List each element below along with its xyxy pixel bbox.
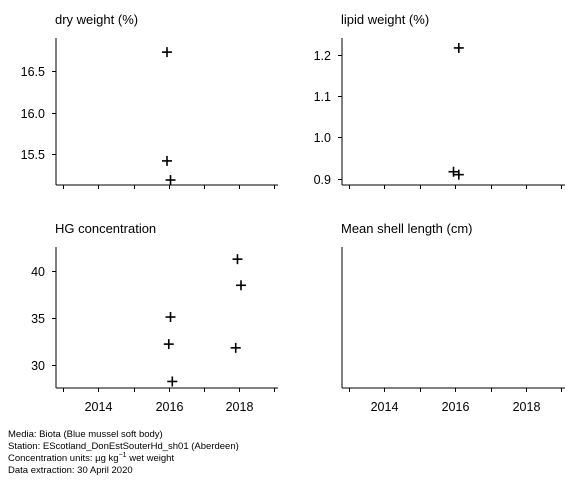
panel-title: HG concentration xyxy=(55,221,156,236)
data-point xyxy=(453,169,464,180)
chart-panel-2: lipid weight (%) 0.9 1.0 1.1 1.2 xyxy=(314,12,565,189)
chart-panel-3: HG concentration 2014 2016 2018 30 35 40 xyxy=(31,221,278,414)
x-tick-label: 2014 xyxy=(371,400,399,414)
chart-footer: Media: Biota (Blue mussel soft body) Sta… xyxy=(8,429,239,476)
x-tick-label: 2016 xyxy=(156,400,184,414)
data-point xyxy=(236,280,246,291)
data-point xyxy=(165,175,176,186)
y-tick-label: 35 xyxy=(31,312,45,326)
y-tick-label: 1.1 xyxy=(314,90,331,104)
y-tick-label: 0.9 xyxy=(314,173,331,187)
data-point xyxy=(232,254,243,265)
data-point xyxy=(230,342,241,353)
y-tick-label: 15.5 xyxy=(21,148,45,162)
data-point xyxy=(165,312,176,323)
footer-media: Media: Biota (Blue mussel soft body) xyxy=(8,429,163,440)
y-tick-label: 16.0 xyxy=(21,107,45,121)
panel-title: Mean shell length (cm) xyxy=(341,221,473,236)
x-tick-label: 2018 xyxy=(226,400,254,414)
x-tick-label: 2014 xyxy=(85,400,113,414)
y-tick-label: 30 xyxy=(31,359,45,373)
data-point xyxy=(162,155,172,166)
footer-units-exponent: −1 xyxy=(119,452,127,459)
data-point xyxy=(163,339,174,350)
data-point xyxy=(162,47,172,58)
footer-station: Station: EScotland_DonEstSouterHd_sh01 (… xyxy=(8,441,239,452)
x-tick-label: 2016 xyxy=(442,400,470,414)
y-tick-label: 1.2 xyxy=(314,49,331,63)
panel-title: dry weight (%) xyxy=(55,12,138,27)
data-point xyxy=(453,42,464,53)
chart-panel-4: Mean shell length (cm) 2014 2016 2018 xyxy=(341,221,565,414)
chart-panel-1: dry weight (%) 15.5 16.0 16.5 xyxy=(21,12,278,189)
x-tick-label: 2018 xyxy=(513,400,541,414)
panel-title: lipid weight (%) xyxy=(341,12,429,27)
y-tick-label: 16.5 xyxy=(21,65,45,79)
footer-units-text: Concentration units: µg kg xyxy=(8,453,119,464)
y-tick-label: 1.0 xyxy=(314,131,331,145)
data-point xyxy=(448,166,459,177)
footer-units: Concentration units: µg kg−1 wet weight xyxy=(8,452,174,464)
y-tick-label: 40 xyxy=(31,265,45,279)
footer-extraction: Data extraction: 30 April 2020 xyxy=(8,465,133,476)
footer-units-suffix: wet weight xyxy=(127,453,175,464)
chart-panels: dry weight (%) 15.5 16.0 16.5 lipid weight (… xyxy=(21,12,565,414)
data-point xyxy=(167,376,178,387)
